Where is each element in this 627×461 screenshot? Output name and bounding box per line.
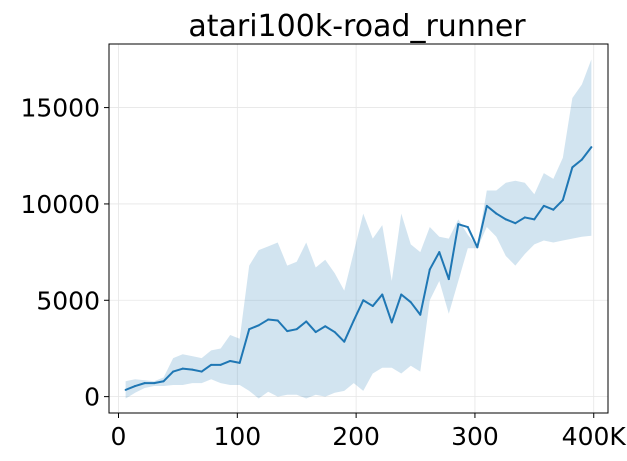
x-tick-label: 0 — [111, 422, 127, 451]
data-point — [457, 223, 460, 226]
data-point — [447, 278, 450, 281]
series-line — [125, 146, 593, 391]
data-point — [124, 388, 127, 391]
data-point — [362, 299, 365, 302]
data-point — [466, 226, 469, 229]
data-points — [124, 146, 593, 391]
data-point — [172, 370, 175, 373]
data-point — [181, 367, 184, 370]
data-point — [504, 218, 507, 221]
data-point — [533, 218, 536, 221]
data-point — [343, 340, 346, 343]
data-point — [561, 199, 564, 202]
data-point — [238, 361, 241, 364]
x-tick-label: 300 — [451, 422, 499, 451]
data-point — [523, 216, 526, 219]
chart-title: atari100k-road_runner — [188, 9, 526, 44]
data-point — [286, 330, 289, 333]
plot-frame — [108, 43, 609, 414]
data-point — [495, 212, 498, 215]
y-axis: 0 5000 10000 15000 — [20, 94, 109, 412]
data-point — [409, 301, 412, 304]
grid — [109, 44, 608, 413]
data-point — [200, 370, 203, 373]
data-point — [542, 204, 545, 207]
data-point — [571, 166, 574, 169]
data-point — [400, 293, 403, 296]
data-point — [438, 251, 441, 254]
y-tick-label: 5000 — [36, 286, 100, 315]
data-point — [476, 246, 479, 249]
confidence-band-area — [125, 59, 592, 399]
data-point — [248, 328, 251, 331]
data-point — [229, 359, 232, 362]
data-point — [590, 146, 593, 149]
data-point — [295, 328, 298, 331]
data-point — [219, 363, 222, 366]
series-line-layer — [125, 146, 593, 391]
x-tick-label: 400K — [562, 422, 627, 451]
data-point — [162, 380, 165, 383]
data-point — [191, 368, 194, 371]
data-point — [134, 385, 137, 388]
data-point — [390, 321, 393, 324]
data-point — [333, 331, 336, 334]
data-point — [257, 324, 260, 327]
data-point — [314, 331, 317, 334]
y-tick-label: 10000 — [20, 190, 100, 219]
data-point — [580, 158, 583, 161]
y-tick-label: 0 — [84, 383, 100, 412]
data-point — [514, 222, 517, 225]
data-point — [552, 208, 555, 211]
data-point — [276, 319, 279, 322]
y-tick-label: 15000 — [20, 94, 100, 123]
data-point — [143, 382, 146, 385]
data-point — [324, 325, 327, 328]
data-point — [419, 313, 422, 316]
data-point — [267, 318, 270, 321]
data-point — [371, 305, 374, 308]
x-tick-label: 200 — [332, 422, 380, 451]
data-point — [428, 268, 431, 271]
data-point — [352, 319, 355, 322]
data-point — [153, 382, 156, 385]
x-tick-label: 100 — [213, 422, 261, 451]
x-axis: 0 100 200 300 400K — [111, 413, 627, 451]
data-point — [305, 320, 308, 323]
confidence-band — [125, 59, 592, 399]
data-point — [485, 204, 488, 207]
data-point — [381, 293, 384, 296]
data-point — [210, 363, 213, 366]
